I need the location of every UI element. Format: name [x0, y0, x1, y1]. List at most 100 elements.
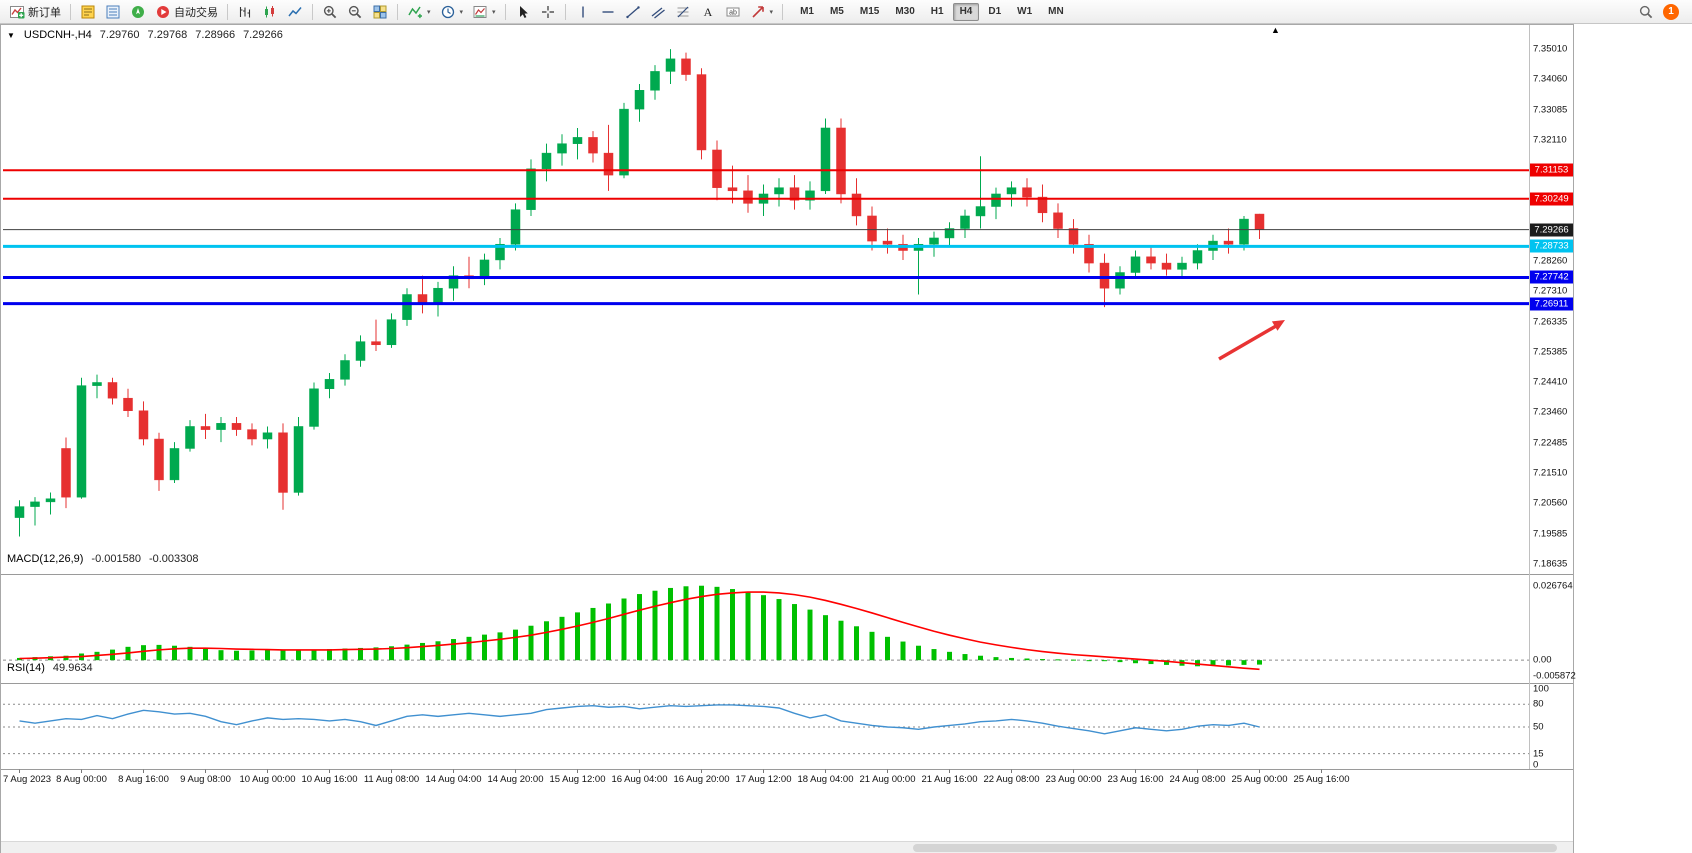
market-watch-button[interactable]: [76, 2, 100, 22]
tile-windows-button[interactable]: [368, 2, 392, 22]
toolbar-separator: [504, 3, 506, 20]
fibonacci-icon: [677, 6, 689, 17]
rsi-value: 49.9634: [52, 662, 93, 674]
price-tag-7.28733: 7.28733: [1530, 239, 1573, 253]
toolbar-separator: [782, 3, 784, 20]
crosshair-tool-button[interactable]: [536, 2, 560, 22]
scrollbar-thumb[interactable]: [912, 844, 1558, 852]
timeframe-button-m1[interactable]: M1: [800, 6, 814, 17]
price-tag-7.30249: 7.30249: [1530, 192, 1573, 206]
trendline-icon: [625, 5, 640, 18]
time-axis-label: 25 Aug 00:00: [1231, 774, 1288, 785]
toolbar-separator: [564, 3, 566, 20]
rsi-line: [19, 704, 1260, 735]
price-tag-7.29266: 7.29266: [1530, 223, 1573, 237]
vertical-line-icon: [581, 6, 584, 17]
candles-layer: [14, 49, 1265, 537]
periods-button[interactable]: ▾: [436, 2, 468, 22]
rsi-scale-tick: 0: [1533, 759, 1539, 771]
chevron-down-icon: ▾: [459, 8, 464, 16]
time-axis-label: 16 Aug 04:00: [611, 774, 668, 785]
price-tag-7.26911: 7.26911: [1530, 297, 1573, 311]
macd-header: MACD(12,26,9) -0.001580 -0.003308: [7, 553, 199, 565]
macd-layer: [17, 585, 1262, 671]
navigator-button[interactable]: [126, 2, 150, 22]
chart-canvas[interactable]: [1, 25, 1573, 841]
horizontal-line-tool-button[interactable]: [596, 2, 620, 22]
cursor-tool-button[interactable]: [511, 2, 535, 22]
quote-low: 7.28966: [195, 29, 236, 41]
templates-button[interactable]: ▾: [468, 2, 500, 22]
text-label-icon: ab: [726, 7, 740, 16]
zoom-in-button[interactable]: [318, 2, 342, 22]
template-icon: [473, 5, 487, 18]
price-scale-tick: 7.19585: [1533, 528, 1568, 540]
trendline-tool-button[interactable]: [621, 2, 645, 22]
time-axis-label: 17 Aug 12:00: [735, 774, 792, 785]
price-scale-tick: 7.21510: [1533, 467, 1568, 479]
price-scale-tick: 7.20560: [1533, 497, 1568, 509]
search-button[interactable]: [1634, 2, 1658, 22]
data-window-button[interactable]: [101, 2, 125, 22]
time-axis-label: 21 Aug 00:00: [859, 774, 916, 785]
line-chart-mode-button[interactable]: [283, 2, 307, 22]
horizontal-scrollbar[interactable]: [1, 841, 1573, 853]
bar-chart-mode-button[interactable]: [233, 2, 257, 22]
crosshair-icon: [541, 5, 554, 18]
svg-text:A: A: [703, 5, 712, 19]
cursor-icon: [519, 5, 528, 18]
price-scale-tick: 7.25385: [1533, 346, 1568, 358]
time-axis-label: 23 Aug 16:00: [1107, 774, 1164, 785]
new-order-label: 新订单: [28, 6, 61, 19]
chevron-down-icon: ▾: [492, 8, 496, 16]
chevron-down-icon: ▾: [769, 8, 774, 16]
timeframe-button-m15[interactable]: M15: [859, 6, 880, 17]
vertical-line-tool-button[interactable]: [571, 2, 595, 22]
fibonacci-tool-button[interactable]: [671, 2, 695, 22]
timeframe-button-m5[interactable]: M5: [829, 6, 844, 17]
indicators-button[interactable]: ▾: [403, 2, 435, 22]
chart-symbol-period: USDCNH-,H4: [23, 29, 92, 41]
candlestick-mode-button[interactable]: [258, 2, 282, 22]
time-axis-label: 9 Aug 08:00: [180, 774, 231, 785]
price-scale-tick: 7.32110: [1533, 134, 1567, 146]
auto-trading-label: 自动交易: [174, 6, 218, 19]
time-axis-label: 10 Aug 00:00: [239, 774, 296, 785]
time-axis-label: 8 Aug 00:00: [56, 774, 107, 785]
notification-badge[interactable]: 1: [1663, 3, 1679, 20]
auto-trading-button[interactable]: 自动交易: [151, 2, 222, 22]
price-tag-7.27742: 7.27742: [1530, 270, 1573, 284]
macd-signal-line: [19, 591, 1260, 671]
zoom-out-button[interactable]: [343, 2, 367, 22]
timeframe-button-mn[interactable]: MN: [1048, 6, 1064, 17]
channel-tool-button[interactable]: [646, 2, 670, 22]
timeframe-button-m30[interactable]: M30: [895, 6, 915, 17]
timeframe-group: M1 M5 M15 M30 H1 H4 D1 W1 MN: [792, 2, 1072, 21]
chevron-down-icon: ▾: [427, 8, 431, 16]
time-axis-label: 22 Aug 08:00: [983, 774, 1040, 785]
arrows-tool-button[interactable]: ▾: [746, 2, 778, 22]
chart-window: ▼ USDCNH-,H4 7.29760 7.29768 7.28966 7.2…: [0, 24, 1576, 853]
price-scale-tick: 7.28260: [1533, 255, 1568, 267]
toolbar-separator: [227, 3, 228, 20]
price-scale-tick: 7.18635: [1533, 558, 1568, 570]
equidistant-channel-icon: [651, 6, 665, 19]
label-tool-button[interactable]: ab: [721, 2, 745, 22]
object-marker-triangle[interactable]: ▲: [1271, 25, 1280, 35]
timeframe-button-d1[interactable]: D1: [988, 6, 1002, 17]
price-scale-tick: 7.23460: [1533, 406, 1568, 418]
timeframe-button-h1[interactable]: H1: [930, 6, 944, 17]
timeframe-button-w1[interactable]: W1: [1017, 6, 1033, 17]
macd-signal-value: -0.003308: [148, 553, 199, 565]
market-watch-icon: [81, 5, 95, 18]
time-axis-label: 16 Aug 20:00: [673, 774, 730, 785]
text-tool-button[interactable]: A: [696, 2, 720, 22]
trend-arrow-annotation[interactable]: [1218, 320, 1285, 361]
timeframe-button-h4[interactable]: H4: [952, 2, 980, 21]
new-order-button[interactable]: 新订单: [5, 2, 65, 22]
toolbar-separator: [70, 3, 71, 20]
toolbar: 新订单 自动交易 ▾ ▾ ▾: [0, 0, 1692, 24]
arrow-object-icon: [751, 5, 764, 18]
time-axis-label: 18 Aug 04:00: [797, 774, 854, 785]
price-scale-tick: 7.34060: [1533, 73, 1568, 85]
